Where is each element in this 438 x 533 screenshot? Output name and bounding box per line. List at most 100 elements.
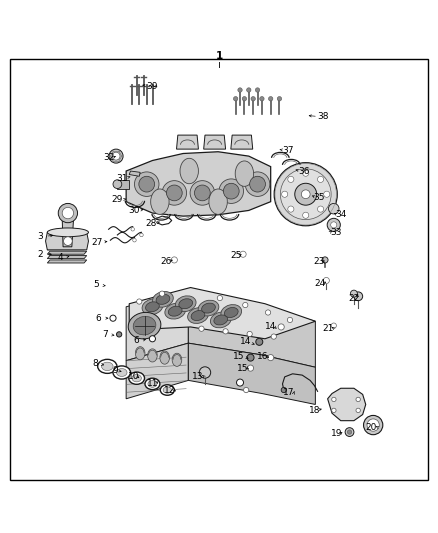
Polygon shape	[62, 216, 74, 247]
Text: 27: 27	[92, 238, 103, 247]
Circle shape	[274, 163, 337, 226]
Ellipse shape	[132, 375, 141, 382]
Circle shape	[322, 257, 328, 263]
Text: 6: 6	[133, 336, 139, 345]
Text: 7: 7	[102, 330, 108, 339]
Circle shape	[271, 334, 276, 339]
Circle shape	[140, 233, 143, 237]
Text: 12: 12	[164, 385, 176, 394]
Circle shape	[324, 191, 330, 197]
Polygon shape	[177, 135, 198, 149]
Circle shape	[134, 172, 159, 197]
Circle shape	[242, 96, 247, 101]
Circle shape	[282, 191, 288, 197]
Circle shape	[109, 149, 123, 163]
Ellipse shape	[47, 228, 88, 237]
Circle shape	[328, 204, 339, 214]
Text: 1: 1	[215, 51, 223, 61]
Ellipse shape	[235, 161, 254, 187]
Ellipse shape	[151, 189, 169, 214]
Text: 28: 28	[145, 219, 157, 228]
Circle shape	[332, 408, 336, 413]
Polygon shape	[328, 388, 366, 421]
Text: 2: 2	[38, 250, 43, 259]
Circle shape	[268, 96, 273, 101]
Ellipse shape	[163, 387, 172, 393]
Circle shape	[199, 326, 204, 332]
Circle shape	[113, 180, 122, 189]
Text: 18: 18	[309, 406, 320, 415]
Ellipse shape	[148, 349, 157, 362]
Circle shape	[331, 323, 336, 328]
Text: 36: 36	[299, 166, 310, 175]
Circle shape	[323, 278, 329, 284]
Circle shape	[281, 387, 286, 393]
Ellipse shape	[156, 294, 170, 304]
Ellipse shape	[135, 346, 145, 360]
Circle shape	[219, 179, 244, 204]
Circle shape	[238, 88, 242, 92]
Text: 19: 19	[331, 429, 342, 438]
Text: 39: 39	[147, 82, 158, 91]
Polygon shape	[47, 251, 87, 254]
Circle shape	[277, 96, 282, 101]
Ellipse shape	[191, 311, 205, 320]
Circle shape	[117, 332, 122, 337]
Ellipse shape	[198, 300, 219, 316]
Text: 3: 3	[37, 232, 43, 241]
Polygon shape	[47, 247, 87, 250]
Circle shape	[265, 310, 271, 315]
Ellipse shape	[209, 189, 227, 214]
Circle shape	[133, 238, 136, 242]
Text: 32: 32	[103, 154, 114, 163]
Circle shape	[280, 169, 331, 220]
Circle shape	[347, 430, 352, 434]
Circle shape	[139, 176, 155, 192]
Circle shape	[233, 96, 238, 101]
Text: 20: 20	[366, 423, 377, 432]
Circle shape	[268, 354, 274, 361]
Text: 30: 30	[128, 206, 139, 215]
Circle shape	[240, 251, 246, 257]
Polygon shape	[129, 171, 140, 176]
Circle shape	[149, 336, 155, 342]
Circle shape	[256, 338, 263, 345]
Circle shape	[244, 387, 249, 393]
Circle shape	[243, 302, 248, 308]
Circle shape	[223, 183, 239, 199]
Text: 9: 9	[112, 366, 118, 375]
Text: 31: 31	[116, 174, 127, 182]
Text: 15: 15	[233, 352, 244, 361]
Ellipse shape	[221, 304, 242, 320]
Text: 4: 4	[58, 253, 63, 262]
Ellipse shape	[175, 296, 196, 312]
Circle shape	[332, 397, 336, 402]
Circle shape	[247, 354, 254, 361]
Text: 21: 21	[322, 324, 333, 333]
Polygon shape	[117, 180, 129, 189]
Ellipse shape	[160, 385, 174, 395]
Circle shape	[331, 222, 337, 228]
Polygon shape	[126, 290, 188, 361]
Text: 25: 25	[230, 251, 241, 260]
Text: 33: 33	[331, 228, 342, 237]
Text: 34: 34	[335, 211, 346, 219]
Text: 38: 38	[318, 112, 329, 121]
Circle shape	[350, 290, 357, 297]
Circle shape	[131, 228, 134, 231]
Ellipse shape	[224, 308, 238, 318]
Polygon shape	[46, 232, 88, 250]
Polygon shape	[231, 135, 253, 149]
Ellipse shape	[160, 351, 170, 364]
Ellipse shape	[168, 306, 182, 316]
Circle shape	[278, 324, 284, 330]
Circle shape	[247, 365, 254, 371]
Circle shape	[245, 172, 270, 197]
Ellipse shape	[201, 303, 215, 313]
Text: 11: 11	[147, 378, 158, 387]
Circle shape	[345, 427, 354, 437]
Polygon shape	[47, 255, 87, 259]
Text: 35: 35	[313, 193, 325, 202]
Polygon shape	[126, 152, 271, 216]
Circle shape	[303, 170, 309, 176]
